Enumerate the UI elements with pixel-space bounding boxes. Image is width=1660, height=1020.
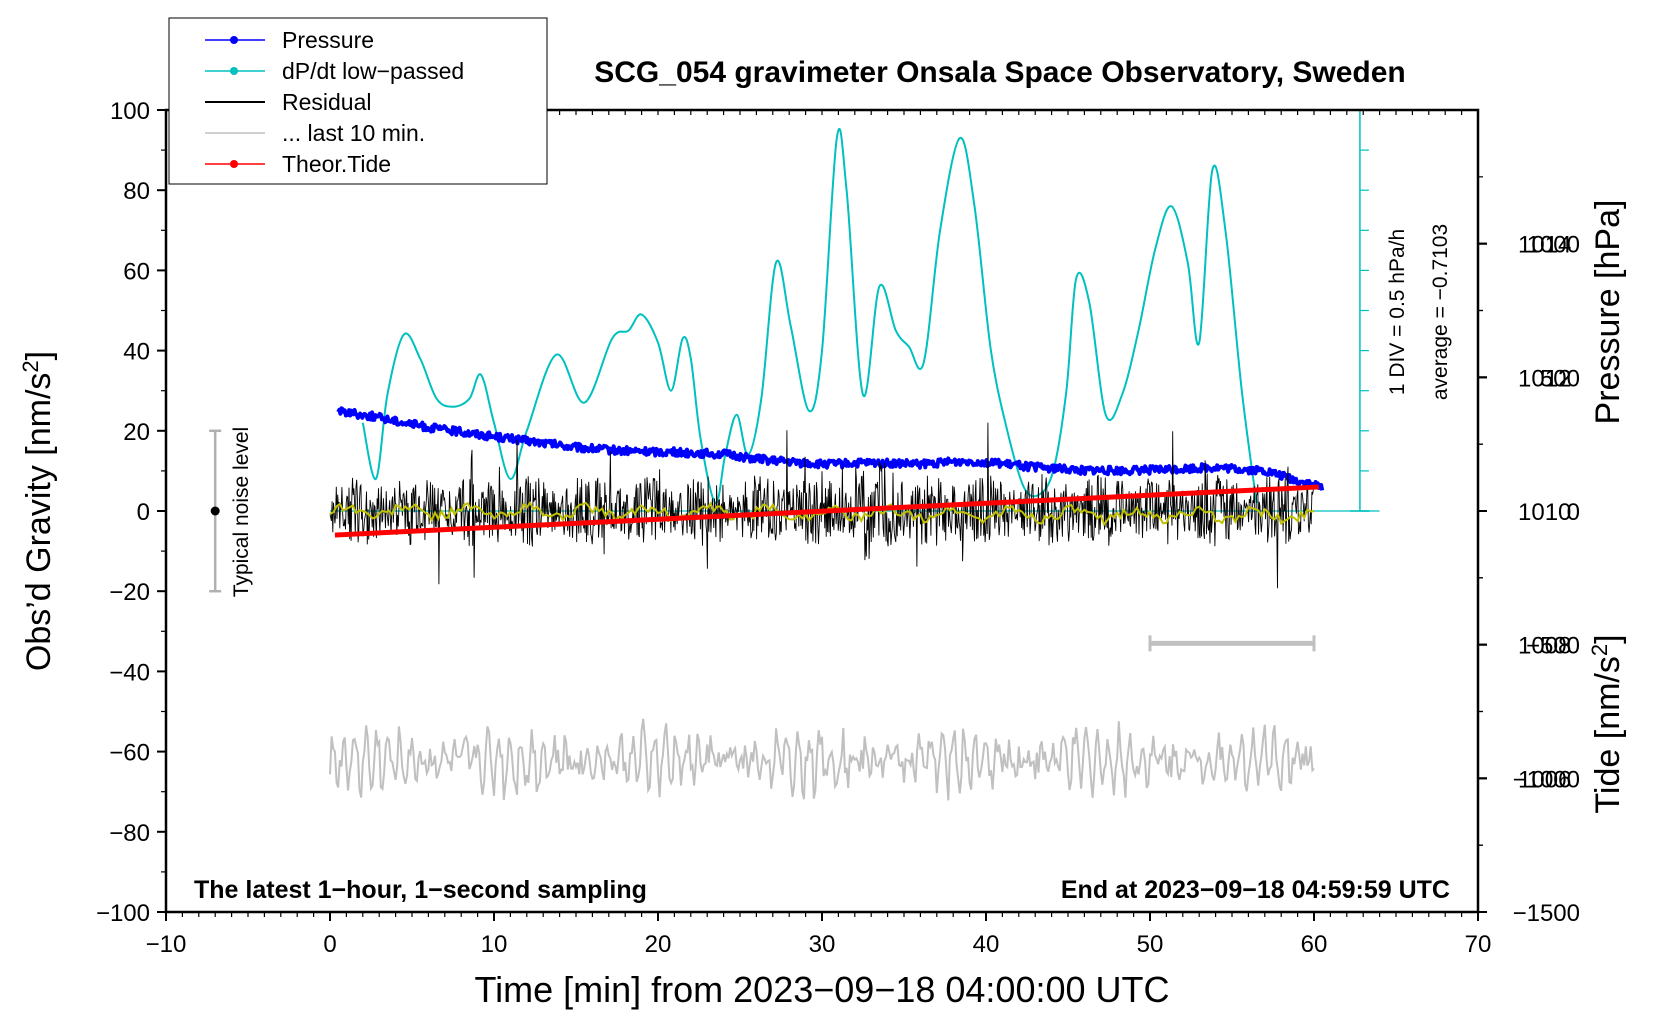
tide-layer	[334, 484, 1320, 538]
legend-label: Theor.Tide	[282, 151, 391, 177]
x-tick-label: 0	[323, 931, 336, 958]
annotation-average: average = −0.7103	[1429, 224, 1452, 400]
legend: Pressure dP/dt low−passed Residual ... last…	[168, 17, 548, 185]
annotation-sampling: The latest 1−hour, 1−second sampling	[194, 876, 647, 904]
y-tick-label: −100	[96, 900, 150, 927]
x-tick-label: 70	[1465, 931, 1492, 958]
chart-title: SCG_054 gravimeter Onsala Space Observat…	[594, 56, 1406, 89]
x-tick-label: 10	[481, 931, 508, 958]
x-tick-label: 20	[645, 931, 672, 958]
tide-tick-label: 500	[1540, 365, 1580, 392]
y-axis-label-left: Obs’d Gravity [nm/s2]	[18, 351, 58, 671]
legend-label: Residual	[282, 89, 372, 115]
y-tick-label: −60	[109, 740, 150, 767]
last10-series-line	[329, 718, 1315, 801]
pressure-tick-label: 1010	[1518, 499, 1571, 526]
tide-tick-label: 1000	[1527, 232, 1580, 259]
pressure-series-line	[336, 406, 1325, 491]
annotation-end-time: End at 2023−09−18 04:59:59 UTC	[1061, 876, 1450, 904]
x-tick-label: 50	[1137, 931, 1164, 958]
y-tick-label: 80	[123, 178, 150, 205]
dpdt-series-line	[361, 128, 1258, 505]
pressure-layer	[336, 406, 1325, 491]
last10-layer	[329, 635, 1316, 801]
y-tick-label: 0	[137, 499, 150, 526]
pressure-tick-label: 1012	[1518, 365, 1571, 392]
tide-tick-label: −1000	[1513, 766, 1580, 793]
residual-series-line	[329, 422, 1315, 589]
y-axis-label-tide-sup: 2	[1587, 644, 1612, 656]
legend-swatch-marker	[230, 67, 238, 75]
y-tick-label: −40	[109, 659, 150, 686]
axes: −10 0 10 20 30 40 50 60 70−100−80−60−40−20020406…	[96, 98, 1580, 958]
x-tick-label: −10	[146, 931, 187, 958]
legend-swatch-marker	[230, 160, 238, 168]
y-axis-label-left-sup: 2	[18, 360, 43, 372]
pressure-tick-label: 1006	[1518, 766, 1571, 793]
x-tick-label: 30	[809, 931, 836, 958]
noise-bar-center-dot	[210, 506, 220, 516]
x-axis-label: Time [min] from 2023−09−18 04:00:00 UTC	[474, 969, 1169, 1010]
legend-label: dP/dt low−passed	[282, 58, 464, 84]
tide-tick-label: −500	[1526, 633, 1580, 660]
y-tick-label: 100	[110, 98, 150, 125]
legend-label: ... last 10 min.	[282, 120, 425, 146]
pressure-tick-label: 1008	[1518, 633, 1571, 660]
y-axis-label-pressure: Pressure [hPa]	[1589, 200, 1627, 425]
noise-level-indicator	[209, 429, 222, 593]
tide-tick-label: −1500	[1513, 900, 1580, 927]
x-tick-label: 60	[1301, 931, 1328, 958]
pressure-tick-label: 1014	[1518, 232, 1571, 259]
x-tick-label: 40	[973, 931, 1000, 958]
residual-layer	[329, 422, 1315, 589]
annotation-noise-level: Typical noise level	[230, 427, 253, 597]
annotation-div: 1 DIV = 0.5 hPa/h	[1386, 229, 1409, 395]
y-tick-label: −20	[109, 579, 150, 606]
y-tick-label: 40	[123, 339, 150, 366]
y-tick-label: 60	[123, 258, 150, 285]
y-tick-label: 20	[123, 419, 150, 446]
y-axis-label-tide: Tide [nm/s2]	[1587, 634, 1627, 813]
legend-swatch-marker	[230, 36, 238, 44]
y-tick-label: −80	[109, 820, 150, 847]
tide-tick-label: 0	[1567, 499, 1580, 526]
legend-label: Pressure	[282, 27, 374, 53]
tide-series-line	[334, 484, 1320, 538]
